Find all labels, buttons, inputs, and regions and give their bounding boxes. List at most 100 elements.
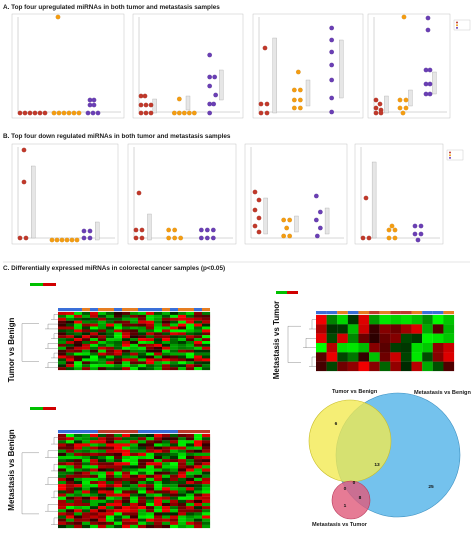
heatmap-cell	[202, 323, 211, 327]
heatmap-cell	[66, 502, 75, 507]
heatmap-cell	[58, 338, 67, 342]
heatmap-cell	[130, 446, 139, 450]
heatmap-cell	[170, 462, 179, 466]
heatmap-cell	[66, 434, 75, 438]
heatmap-cell	[146, 521, 155, 525]
box	[185, 95, 191, 111]
heatmap-cell	[122, 355, 131, 359]
heatmap-cell	[82, 474, 91, 478]
data-point	[198, 227, 204, 233]
heatmap-cell	[58, 521, 67, 525]
heatmap-cell	[106, 437, 115, 441]
heatmap-cell	[98, 329, 107, 333]
heatmap-cell	[130, 320, 139, 324]
section-b-title: B. Top four down regulated miRNAs in bot…	[3, 133, 231, 140]
data-point	[252, 189, 258, 195]
heatmap-cell	[58, 506, 67, 510]
heatmap-cell	[194, 493, 203, 497]
heatmap-cell	[170, 352, 179, 356]
heatmap-cell	[170, 468, 179, 472]
heatmap-cell	[58, 484, 67, 488]
heatmap-cell	[82, 329, 91, 333]
heatmap-cell	[98, 361, 107, 365]
heatmap-cell	[130, 493, 139, 497]
heatmap-cell	[154, 358, 163, 362]
heatmap-cell	[58, 329, 67, 333]
heatmap-cell	[58, 449, 67, 453]
heatmap-cell	[170, 521, 179, 525]
heatmap-cell	[146, 455, 155, 460]
heatmap-cell	[82, 468, 91, 472]
heatmap-cell	[74, 477, 83, 482]
heatmap-cell	[130, 499, 139, 504]
heatmap-cell	[138, 367, 147, 371]
heatmap-cell	[130, 367, 139, 371]
heatmap-cell	[369, 352, 380, 362]
heatmap-cell	[82, 487, 91, 491]
heatmap-cell	[202, 502, 211, 507]
heatmap-cell	[202, 477, 211, 482]
heatmap-cell	[58, 312, 67, 315]
heatmap-cell	[432, 361, 444, 372]
heatmap-cell	[154, 521, 163, 525]
heatmap-cell	[138, 355, 147, 359]
heatmap-cell	[154, 317, 163, 321]
heatmap-cell	[58, 474, 67, 478]
data-point	[329, 49, 335, 55]
heatmap-cell	[138, 481, 147, 485]
heatmap-cell	[162, 468, 171, 472]
heatmap-cell	[66, 471, 75, 475]
venn-circle-tumor-vs-benign	[308, 399, 392, 483]
heatmap-cell	[186, 481, 195, 485]
column-annotation	[422, 311, 433, 315]
heatmap-cell	[146, 462, 155, 466]
heatmap-cell	[90, 446, 99, 450]
heatmap-cell	[106, 515, 115, 519]
heatmap-cell	[154, 312, 163, 315]
heatmap-cell	[130, 346, 139, 350]
heatmap-cell	[422, 324, 433, 334]
panel-frame	[132, 13, 244, 119]
data-point	[297, 105, 303, 111]
heatmap-cell	[390, 315, 402, 325]
heatmap-cell	[170, 487, 179, 491]
heatmap-cell	[130, 521, 139, 525]
heatmap-cell	[106, 312, 115, 315]
data-point	[17, 110, 23, 116]
heatmap-cell	[202, 437, 211, 441]
heatmap-cell	[66, 361, 75, 365]
data-point	[427, 91, 433, 97]
heatmap-cell	[146, 346, 155, 350]
heatmap-cell	[202, 326, 211, 330]
heatmap-cell	[186, 468, 195, 472]
heatmap-cell	[146, 512, 155, 516]
heatmap-cell	[162, 361, 171, 365]
heatmap-cell	[130, 335, 139, 339]
heatmap-cell	[66, 465, 75, 469]
heatmap-cell	[316, 361, 327, 372]
heatmap-cell	[114, 440, 123, 444]
heatmap-cell	[178, 455, 187, 460]
heatmap-cell	[130, 338, 139, 342]
heatmap-cell	[390, 343, 402, 353]
heatmap-cell	[178, 314, 187, 318]
heatmap-cell	[422, 333, 433, 344]
heatmap-mb-label: Metastasis vs Benign	[7, 429, 16, 510]
dotplot-panel	[11, 143, 119, 245]
heatmap-cell	[130, 496, 139, 500]
heatmap-cell	[114, 349, 123, 353]
downregulated-dotplots	[11, 143, 464, 245]
heatmap-cell	[138, 468, 147, 472]
heatmap-cell	[138, 341, 147, 344]
heatmap-cell	[66, 317, 75, 321]
column-annotation	[186, 308, 194, 312]
data-point	[314, 233, 320, 239]
heatmap-cell	[178, 341, 187, 344]
heatmap-cell	[138, 320, 147, 324]
heatmap-cell	[130, 474, 139, 478]
heatmap-cell	[369, 324, 380, 334]
heatmap-cell	[66, 506, 75, 510]
heatmap-cell	[90, 367, 99, 371]
heatmap-cell	[194, 317, 203, 321]
heatmap-cell	[74, 355, 83, 359]
